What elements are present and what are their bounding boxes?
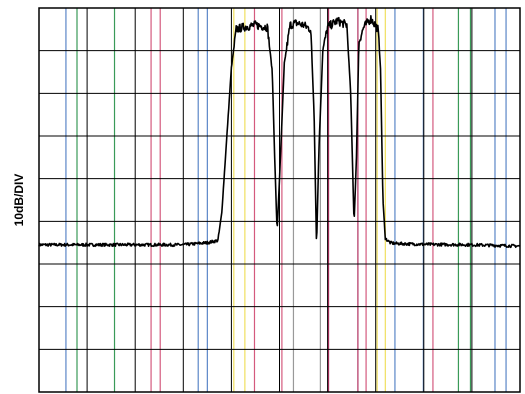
graticule: [39, 8, 520, 392]
series-line-0: [38, 14, 521, 249]
plot-border: [38, 7, 521, 393]
spectrum-trace: [38, 14, 521, 249]
y-axis-label: 10dB/DIV: [12, 174, 26, 227]
